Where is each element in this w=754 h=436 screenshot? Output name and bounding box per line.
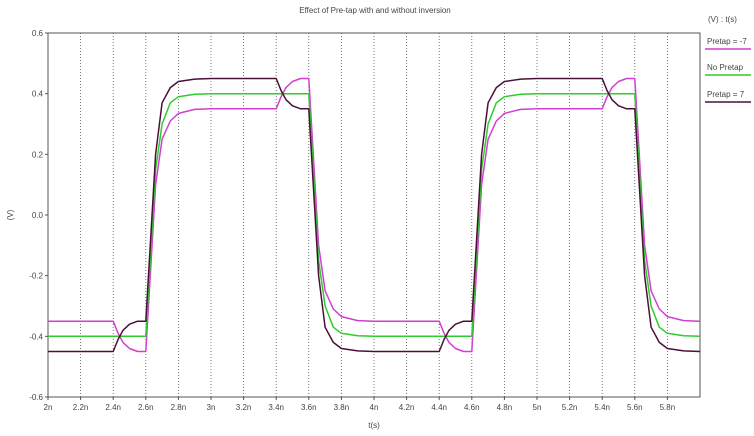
x-tick-label: 4.4n	[431, 403, 447, 412]
legend-label: No Pretap	[707, 63, 744, 72]
x-axis-label: t(s)	[368, 421, 380, 430]
x-tick-label: 4.2n	[399, 403, 415, 412]
x-tick-label: 2n	[44, 403, 53, 412]
x-tick-label: 3n	[207, 403, 216, 412]
x-tick-label: 4.8n	[497, 403, 513, 412]
legend-label: Pretap = -7	[707, 37, 747, 46]
y-tick-label: 0.4	[32, 90, 44, 99]
legend: Pretap = -7 No Pretap Pretap = 7	[705, 37, 751, 103]
legend-title: (V) : t(s)	[708, 15, 737, 24]
y-tick-label: -0.6	[29, 393, 43, 402]
y-axis-label: (V)	[6, 209, 15, 220]
x-tick-label: 5.8n	[660, 403, 676, 412]
y-tick-label: 0.0	[32, 211, 44, 220]
x-tick-label: 3.6n	[301, 403, 317, 412]
series-lines	[48, 77, 701, 353]
x-tick-label: 5.4n	[594, 403, 610, 412]
series-line-1	[48, 92, 701, 338]
x-tick-label: 2.4n	[105, 403, 121, 412]
x-tick-label: 3.2n	[236, 403, 252, 412]
legend-label: Pretap = 7	[707, 90, 745, 99]
series-line-0	[48, 77, 701, 353]
chart-title: Effect of Pre-tap with and without inver…	[299, 6, 451, 15]
y-axis: -0.6 -0.4 -0.2 0.0 0.2 0.4 0.6	[29, 29, 48, 402]
x-tick-label: 4.6n	[464, 403, 480, 412]
y-tick-label: -0.4	[29, 332, 43, 341]
x-tick-label: 5.2n	[562, 403, 578, 412]
grid	[80, 33, 668, 397]
x-axis: 2n 2.2n 2.4n 2.6n 2.8n 3n 3.2n 3.4n 3.6n 3.8n 4n 4.…	[44, 397, 676, 412]
series-line-2	[48, 77, 701, 353]
x-tick-label: 4n	[370, 403, 379, 412]
x-tick-label: 3.4n	[268, 403, 284, 412]
y-tick-label: 0.2	[32, 150, 44, 159]
y-tick-label: 0.6	[32, 29, 44, 38]
y-tick-label: -0.2	[29, 272, 43, 281]
x-tick-label: 2.6n	[138, 403, 154, 412]
x-tick-label: 5n	[533, 403, 542, 412]
x-tick-label: 3.8n	[334, 403, 350, 412]
x-tick-label: 2.8n	[171, 403, 187, 412]
x-tick-label: 5.6n	[627, 403, 643, 412]
x-tick-label: 2.2n	[73, 403, 89, 412]
